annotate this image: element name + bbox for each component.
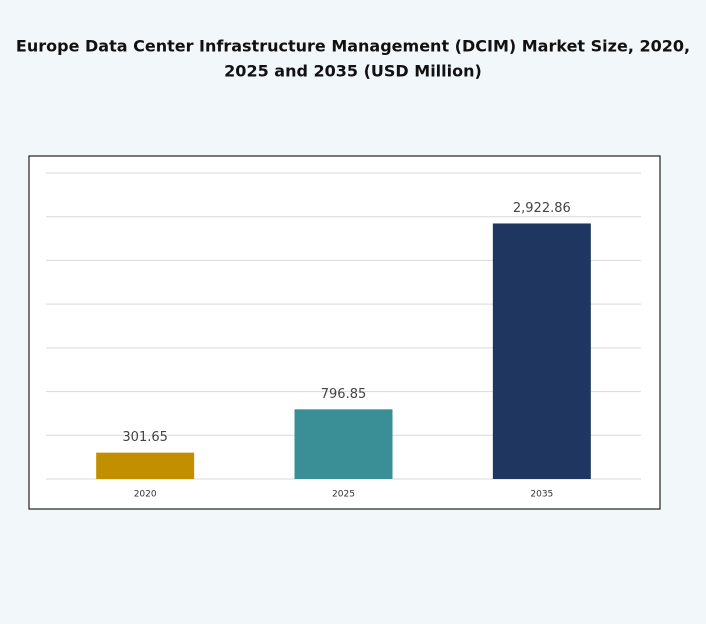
x-tick-label: 2035: [530, 490, 553, 500]
chart-title: Europe Data Center Infrastructure Manage…: [16, 37, 690, 56]
data-label: 2,922.86: [513, 201, 571, 216]
x-tick-label: 2020: [134, 490, 157, 500]
chart-title: 2025 and 2035 (USD Million): [224, 62, 482, 81]
x-tick-label: 2025: [332, 490, 355, 500]
bar: [294, 409, 393, 479]
data-label: 796.85: [321, 387, 367, 402]
bar: [492, 223, 591, 479]
data-label: 301.65: [122, 430, 168, 445]
bar: [96, 452, 195, 479]
